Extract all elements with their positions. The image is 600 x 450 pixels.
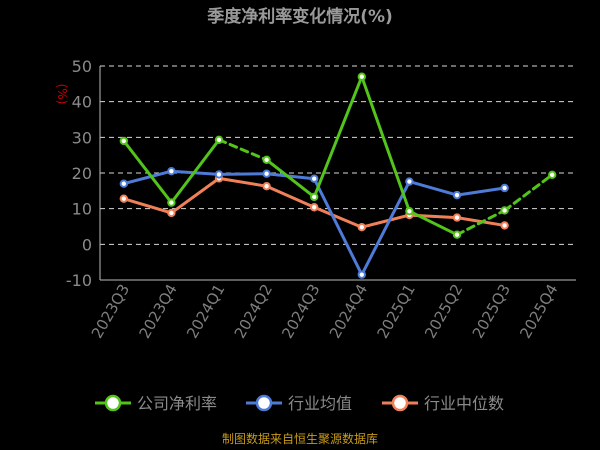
data-point	[167, 167, 176, 176]
legend: 公司净利率 行业均值 行业中位数	[95, 394, 504, 413]
data-point	[119, 194, 129, 203]
series-segment	[407, 209, 459, 237]
data-point	[548, 170, 557, 179]
source-text: 制图数据来自恒生聚源数据库	[222, 431, 378, 446]
data-point	[119, 136, 129, 146]
series-segment	[503, 173, 554, 212]
y-tick-label: 0	[82, 235, 92, 254]
legend-marker	[255, 394, 273, 412]
series-segment	[265, 172, 316, 181]
y-tick-label: -10	[66, 271, 92, 290]
x-tick-label: 2025Q1	[374, 281, 419, 342]
series-segment	[217, 138, 269, 162]
x-tick-labels: 2023Q3 2023Q4 2024Q1 2024Q2 2024Q3 2024Q4 2025…	[88, 281, 562, 342]
series-lines	[119, 72, 557, 279]
legend-item: 行业中位数	[382, 394, 504, 413]
data-point	[262, 155, 271, 165]
series-segment	[455, 208, 507, 237]
data-point	[500, 183, 509, 193]
x-tick-label: 2025Q4	[516, 281, 561, 342]
legend-label: 行业中位数	[424, 394, 504, 413]
data-point	[310, 174, 319, 183]
series-segment	[122, 139, 173, 205]
y-tick-labels: -10 0 10 20 30 40 50	[66, 57, 92, 290]
y-tick-label: 50	[72, 57, 92, 76]
legend-item: 公司净利率	[95, 394, 217, 413]
data-point	[262, 181, 271, 191]
data-point	[500, 221, 509, 230]
series-segment	[169, 138, 221, 205]
series-segment	[217, 172, 269, 176]
series-segment	[169, 176, 221, 215]
data-point	[310, 192, 319, 202]
series-3	[119, 174, 509, 232]
x-tick-label: 2024Q1	[183, 281, 228, 342]
axes	[99, 66, 576, 281]
series-1	[119, 72, 557, 239]
series-segment	[122, 169, 173, 186]
series-segment	[217, 176, 269, 188]
legend-label: 公司净利率	[137, 394, 217, 413]
y-tick-label: 20	[72, 164, 92, 183]
series-segment	[265, 158, 316, 199]
data-point	[357, 223, 366, 232]
series-2	[119, 167, 509, 279]
chart-title: 季度净利率变化情况(%)	[207, 6, 393, 27]
y-tick-label: 40	[72, 93, 92, 112]
data-point	[119, 179, 129, 188]
x-tick-label: 2025Q2	[421, 281, 466, 342]
legend-marker	[104, 394, 122, 412]
series-segment	[265, 184, 316, 209]
data-point	[452, 190, 462, 200]
data-point	[310, 203, 319, 212]
y-unit-label: (%)	[55, 84, 69, 105]
series-segment	[122, 197, 173, 215]
series-segment	[360, 180, 411, 277]
data-point	[452, 213, 462, 222]
data-point	[500, 206, 509, 215]
legend-marker	[391, 394, 409, 412]
y-tick-label: 10	[72, 200, 92, 219]
legend-item: 行业均值	[246, 394, 352, 413]
x-tick-label: 2023Q4	[136, 281, 181, 342]
data-point	[357, 270, 366, 279]
x-tick-label: 2024Q3	[278, 281, 323, 342]
legend-label: 行业均值	[288, 394, 352, 413]
x-tick-label: 2024Q4	[326, 281, 371, 342]
data-point	[214, 170, 224, 179]
series-segment	[360, 213, 411, 229]
series-segment	[360, 75, 411, 213]
data-point	[357, 72, 366, 81]
series-segment	[455, 186, 507, 197]
x-tick-label: 2025Q3	[469, 281, 514, 342]
data-point	[405, 206, 414, 216]
series-segment	[407, 180, 459, 197]
series-segment	[312, 75, 364, 199]
y-tick-label: 30	[72, 128, 92, 147]
x-tick-label: 2023Q3	[88, 281, 133, 342]
data-point	[405, 177, 414, 186]
data-point	[167, 198, 176, 207]
data-point	[262, 169, 271, 178]
series-segment	[312, 205, 364, 229]
data-point	[452, 230, 462, 239]
x-tick-label: 2024Q2	[231, 281, 276, 342]
series-segment	[312, 177, 364, 277]
data-point	[214, 135, 224, 145]
data-point	[167, 208, 176, 218]
